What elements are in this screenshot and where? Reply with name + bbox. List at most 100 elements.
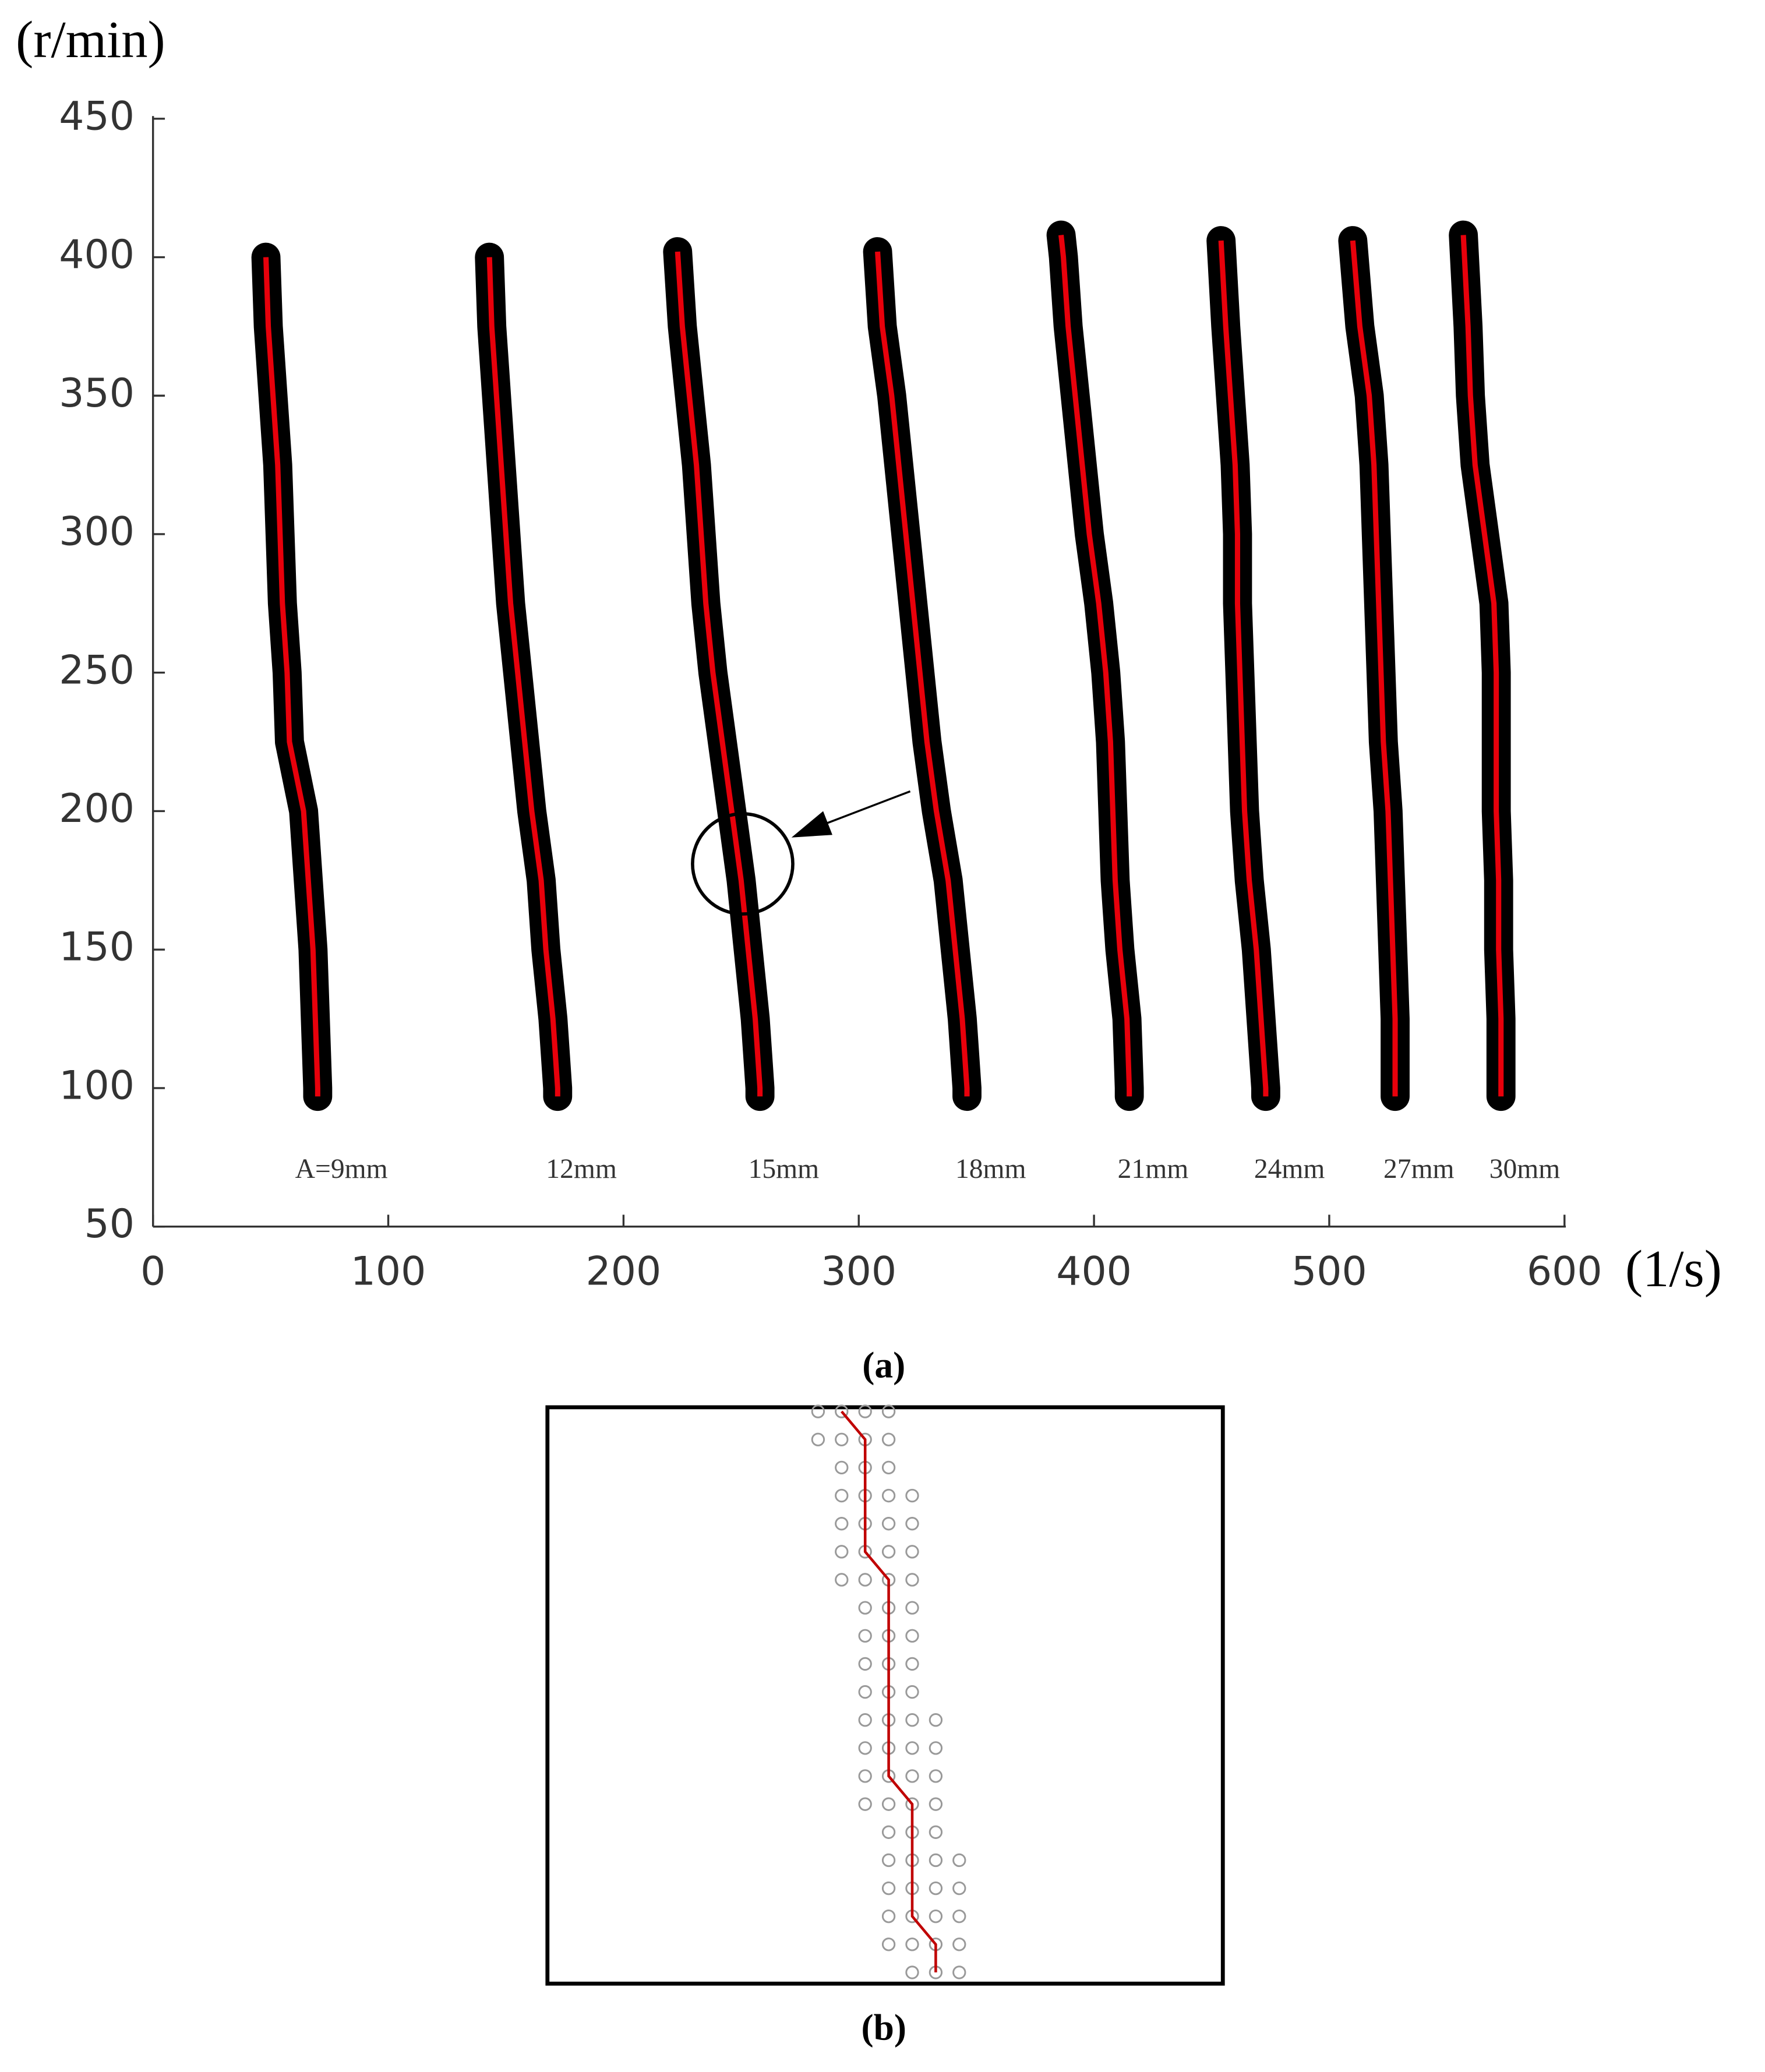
line [1350, 240, 1398, 1097]
point [881, 1853, 896, 1868]
point [858, 1573, 872, 1587]
y-tick-label: 450 [59, 93, 135, 139]
point [858, 1685, 872, 1699]
point [929, 1713, 943, 1727]
y-tick-label: 200 [59, 786, 135, 832]
point [835, 1432, 849, 1446]
series-label: 15mm [749, 1154, 820, 1184]
point [905, 1965, 919, 1979]
point [905, 1937, 919, 1951]
line [1058, 234, 1132, 1097]
y-axis-label: (r/min) [16, 10, 165, 69]
point [905, 1629, 919, 1643]
point [881, 1545, 896, 1559]
series-label: 21mm [1118, 1154, 1189, 1184]
point [905, 1601, 919, 1615]
point [929, 1769, 943, 1783]
detail-area [811, 1404, 966, 1979]
trace-line [841, 1410, 937, 1973]
point [858, 1797, 872, 1811]
point [905, 1769, 919, 1783]
point [835, 1517, 849, 1531]
point [952, 1937, 966, 1951]
x-tick-label: 600 [1527, 1249, 1602, 1295]
point [881, 1797, 896, 1811]
x-tick-label: 400 [1056, 1249, 1132, 1295]
point [952, 1853, 966, 1868]
line [263, 257, 320, 1097]
series-label: 30mm [1489, 1154, 1561, 1184]
point [881, 1488, 896, 1503]
y-tick-label: 150 [59, 924, 135, 970]
point [905, 1517, 919, 1531]
series-label: 12mm [546, 1154, 617, 1184]
point [835, 1460, 849, 1475]
point [881, 1881, 896, 1895]
point [835, 1488, 849, 1503]
line [1218, 240, 1269, 1097]
point [952, 1881, 966, 1895]
point [929, 1853, 943, 1868]
y-tick-label: 350 [59, 370, 135, 416]
point [905, 1545, 919, 1559]
point [952, 1965, 966, 1979]
point [881, 1825, 896, 1839]
point [881, 1517, 896, 1531]
point [881, 1909, 896, 1923]
x-tick-label: 500 [1291, 1249, 1367, 1295]
line [675, 251, 763, 1097]
series-label: 18mm [955, 1154, 1026, 1184]
point [929, 1797, 943, 1811]
caption: (b) [862, 2007, 906, 2048]
arrow-head [791, 811, 832, 838]
series-label: A=9mm [295, 1154, 388, 1184]
point [858, 1713, 872, 1727]
point [905, 1713, 919, 1727]
point [858, 1657, 872, 1671]
point [811, 1432, 825, 1446]
line [875, 251, 970, 1097]
y-tick-label: 50 [84, 1201, 135, 1247]
point [858, 1769, 872, 1783]
y-tick-label: 100 [59, 1063, 135, 1109]
caption: (a) [862, 1345, 905, 1386]
point [905, 1741, 919, 1755]
x-tick-label: 200 [586, 1249, 662, 1295]
point [835, 1573, 849, 1587]
y-tick-label: 250 [59, 647, 135, 693]
x-axis-label: (1/s) [1625, 1239, 1722, 1298]
x-tick-label: 300 [821, 1249, 896, 1295]
point [905, 1573, 919, 1587]
point [858, 1601, 872, 1615]
line [486, 257, 560, 1097]
point [858, 1741, 872, 1755]
point [929, 1741, 943, 1755]
x-tick-label: 0 [140, 1249, 165, 1295]
highlight-circle [691, 812, 795, 916]
x-tick-label: 100 [351, 1249, 426, 1295]
point [881, 1460, 896, 1475]
point [811, 1404, 825, 1418]
point [929, 1881, 943, 1895]
series-label: 24mm [1254, 1154, 1325, 1184]
point [952, 1909, 966, 1923]
series-label: 27mm [1383, 1154, 1455, 1184]
point [929, 1909, 943, 1923]
plot-area: A=9mm 12mm 15mm 18mm 21mm 24mm 27mm 30mm [251, 220, 1561, 1184]
point [881, 1404, 896, 1418]
marker-band [1338, 226, 1410, 1111]
line [1460, 235, 1504, 1097]
point [905, 1657, 919, 1671]
point [835, 1404, 849, 1418]
point [905, 1685, 919, 1699]
point [881, 1937, 896, 1951]
point [858, 1629, 872, 1643]
point [858, 1404, 872, 1418]
y-tick-label: 400 [59, 232, 135, 278]
detail-frame [545, 1405, 1225, 1986]
point [835, 1545, 849, 1559]
y-tick-label: 300 [59, 509, 135, 555]
point [929, 1825, 943, 1839]
